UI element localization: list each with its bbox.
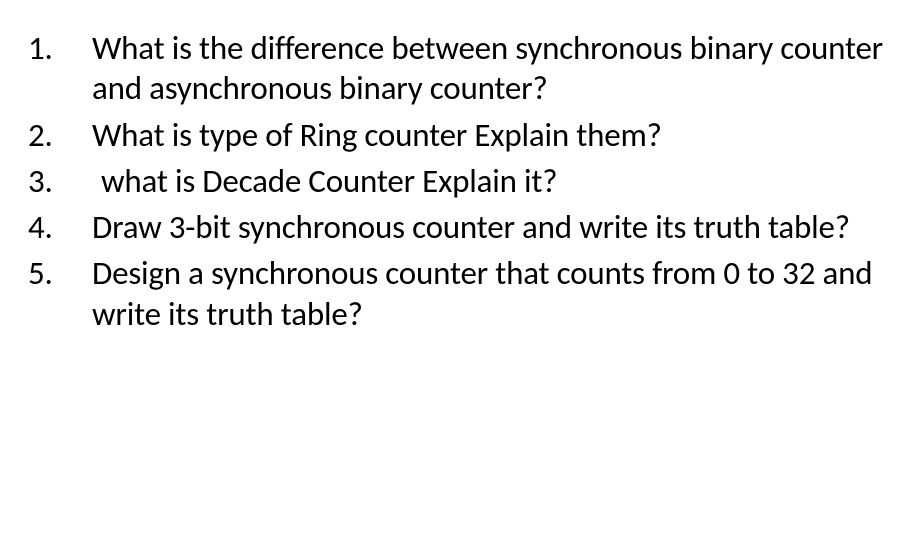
question-text: what is Decade Counter Explain it? <box>92 161 557 201</box>
question-item-5: Design a synchronous counter that counts… <box>24 253 888 334</box>
question-item-3: what is Decade Counter Explain it? <box>24 161 888 201</box>
question-document: What is the difference between synchrono… <box>0 0 912 368</box>
question-text: Draw 3-bit synchronous counter and write… <box>92 207 850 247</box>
question-text: What is type of Ring counter Explain the… <box>92 115 662 155</box>
question-text: What is the difference between synchrono… <box>92 28 883 108</box>
question-list: What is the difference between synchrono… <box>24 28 888 334</box>
question-item-1: What is the difference between synchrono… <box>24 28 888 109</box>
question-item-2: What is type of Ring counter Explain the… <box>24 115 888 155</box>
question-item-4: Draw 3-bit synchronous counter and write… <box>24 207 888 247</box>
question-text: Design a synchronous counter that counts… <box>92 253 872 333</box>
